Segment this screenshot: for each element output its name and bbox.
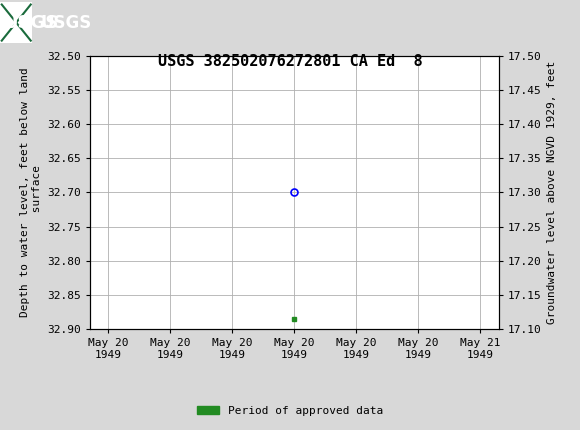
Legend: Period of approved data: Period of approved data <box>193 401 387 420</box>
Y-axis label: Groundwater level above NGVD 1929, feet: Groundwater level above NGVD 1929, feet <box>547 61 557 324</box>
Bar <box>0 2 32 43</box>
Text: USGS: USGS <box>3 14 58 31</box>
Text: USGS: USGS <box>41 14 92 31</box>
Y-axis label: Depth to water level, feet below land
 surface: Depth to water level, feet below land su… <box>20 68 42 317</box>
Bar <box>2 4 31 41</box>
Text: USGS 382502076272801 CA Ed  8: USGS 382502076272801 CA Ed 8 <box>158 54 422 69</box>
